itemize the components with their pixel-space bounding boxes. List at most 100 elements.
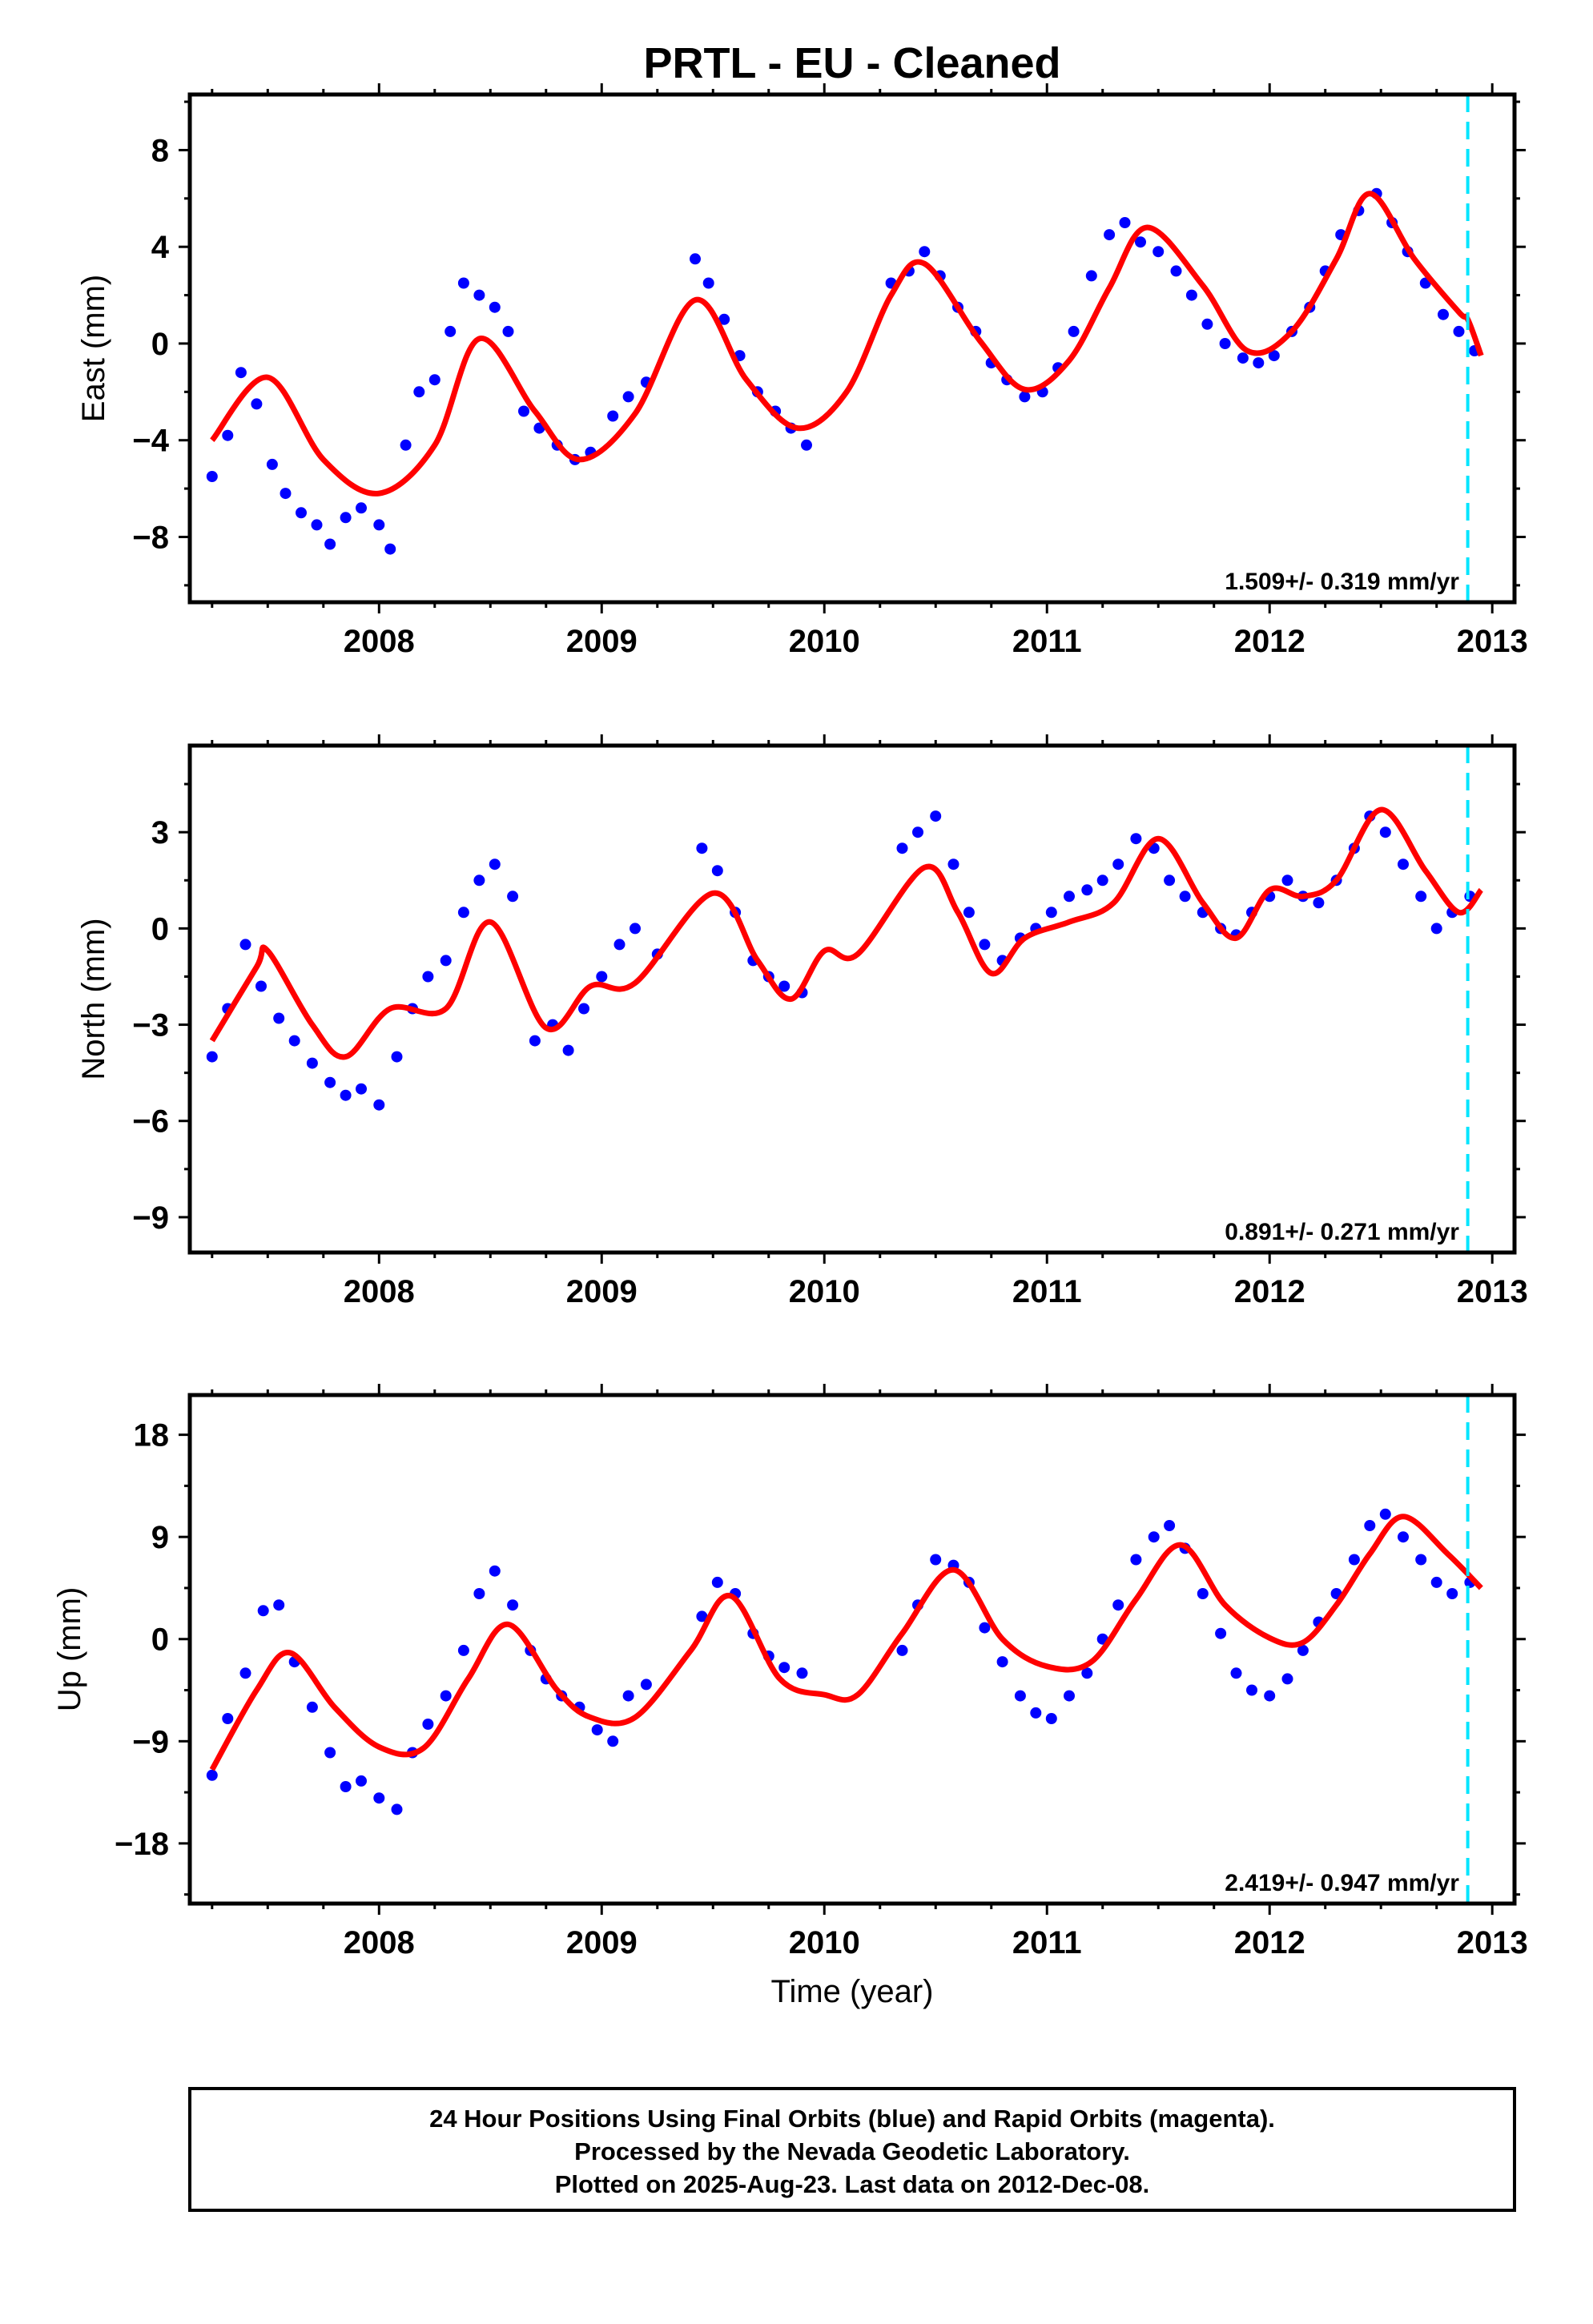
x-tick-label: 2011: [1012, 624, 1082, 659]
x-tick-label: 2009: [566, 1274, 638, 1309]
data-point: [1268, 350, 1280, 362]
data-point: [1148, 1531, 1160, 1543]
y-tick-label: 4: [151, 230, 170, 265]
y-tick-label: −3: [132, 1008, 169, 1043]
y-tick-label: −8: [132, 520, 169, 555]
x-tick-label: 2011: [1012, 1925, 1082, 1960]
data-point: [801, 439, 812, 451]
data-point: [896, 1644, 908, 1656]
x-tick-label: 2012: [1234, 1925, 1305, 1960]
y-tick-label: 0: [151, 327, 169, 362]
data-point: [1219, 338, 1231, 349]
data-point: [473, 289, 485, 301]
data-point: [591, 1724, 603, 1736]
y-tick-label: −6: [132, 1104, 169, 1140]
data-point: [1104, 229, 1116, 241]
data-point: [273, 1599, 285, 1611]
data-point: [896, 842, 908, 854]
data-point: [630, 923, 641, 935]
data-point: [1185, 289, 1197, 301]
rate-annotation: 2.419+/- 0.947 mm/yr: [1225, 1870, 1459, 1896]
data-points: [206, 810, 1476, 1111]
x-tick-label: 2013: [1457, 624, 1528, 659]
data-point: [979, 939, 991, 951]
data-point: [1398, 1531, 1409, 1543]
data-point: [1019, 391, 1031, 403]
rate-annotation: 1.509+/- 0.319 mm/yr: [1225, 569, 1459, 595]
data-point: [607, 1735, 619, 1747]
data-point: [413, 386, 425, 398]
data-point: [507, 891, 519, 903]
data-point: [489, 301, 501, 313]
data-point: [502, 325, 514, 337]
data-point: [1081, 1667, 1093, 1679]
data-point: [947, 858, 959, 870]
data-point: [222, 1713, 234, 1724]
footer-line-1: 24 Hour Positions Using Final Orbits (bl…: [429, 2105, 1275, 2133]
data-point: [457, 907, 469, 919]
data-point: [796, 1667, 808, 1679]
data-point: [596, 971, 608, 983]
x-tick-label: 2010: [789, 1274, 860, 1309]
data-point: [266, 458, 278, 470]
data-point: [440, 1690, 452, 1702]
y-tick-label: −4: [132, 424, 169, 459]
data-point: [1197, 1588, 1209, 1599]
data-point: [473, 1588, 485, 1599]
data-point: [373, 1099, 385, 1111]
data-point: [690, 253, 701, 265]
y-tick-label: 0: [151, 911, 169, 947]
x-tick-label: 2013: [1457, 1925, 1528, 1960]
chart-title: PRTL - EU - Cleaned: [643, 39, 1060, 87]
data-point: [1119, 217, 1131, 228]
y-tick-label: 8: [151, 133, 169, 168]
data-point: [391, 1051, 403, 1063]
data-point: [702, 277, 714, 289]
data-point: [206, 1769, 218, 1781]
data-point: [1164, 875, 1176, 887]
data-point: [1348, 1554, 1360, 1566]
data-point: [1112, 858, 1124, 870]
data-point: [711, 865, 723, 877]
y-axis-label: North (mm): [76, 918, 111, 1080]
y-tick-label: −9: [132, 1200, 169, 1236]
data-point: [1170, 265, 1182, 277]
data-point: [622, 391, 634, 403]
x-tick-label: 2008: [344, 1274, 415, 1309]
x-tick-label: 2011: [1012, 1274, 1082, 1309]
data-point: [1297, 1644, 1309, 1656]
plot-frame: [187, 743, 1517, 1255]
data-point: [1081, 884, 1093, 896]
data-point: [1164, 1520, 1176, 1531]
data-point: [1379, 826, 1391, 838]
x-tick-label: 2010: [789, 1925, 860, 1960]
data-point: [1281, 875, 1293, 887]
data-point: [1281, 1673, 1293, 1685]
data-point: [696, 1610, 708, 1622]
x-tick-label: 2008: [344, 624, 415, 659]
data-point: [1313, 897, 1325, 909]
data-point: [1153, 246, 1165, 258]
y-tick-label: 3: [151, 815, 169, 850]
y-tick-label: 18: [134, 1418, 170, 1454]
data-point: [1112, 1599, 1124, 1611]
data-point: [578, 1003, 589, 1015]
data-point: [1045, 907, 1057, 919]
data-point: [473, 875, 485, 887]
x-tick-label: 2010: [789, 624, 860, 659]
data-point: [384, 543, 396, 555]
x-tick-label: 2008: [344, 1925, 415, 1960]
north-panel: 2008 2009 2010 2011 2012 2013 −9 −6 −3 0 3 North (m…: [76, 734, 1528, 1309]
x-tick-label: 2009: [566, 624, 638, 659]
y-tick-label: 0: [151, 1622, 169, 1658]
data-point: [296, 507, 307, 519]
data-point: [340, 1781, 352, 1792]
data-point: [391, 1803, 403, 1815]
data-point: [489, 858, 501, 870]
footer-line-2: Processed by the Nevada Geodetic Laborat…: [574, 2137, 1130, 2165]
data-point: [1130, 1554, 1142, 1566]
data-point: [1438, 308, 1449, 320]
data-point: [400, 439, 412, 451]
data-point: [422, 1719, 434, 1730]
data-point: [963, 907, 975, 919]
